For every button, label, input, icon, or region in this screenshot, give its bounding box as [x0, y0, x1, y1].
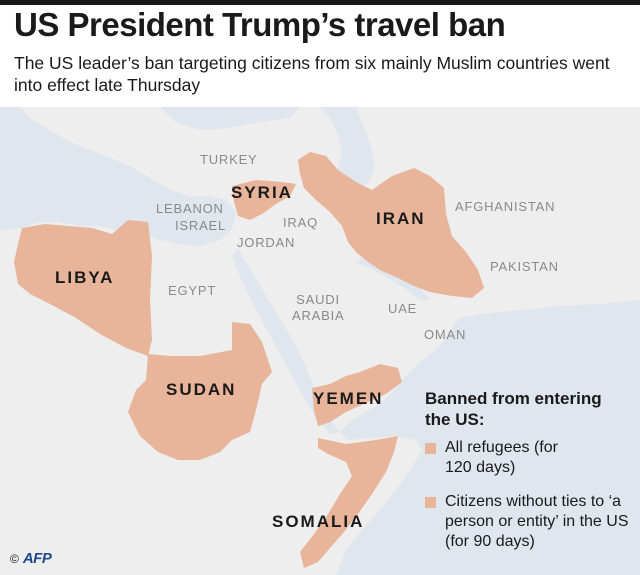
- copyright-symbol: ©: [10, 551, 19, 566]
- label-uae: UAE: [388, 301, 418, 316]
- persian-gulf: [356, 256, 430, 300]
- legend-title: Banned from entering the US:: [425, 389, 602, 429]
- label-pakistan: PAKISTAN: [490, 259, 559, 274]
- label-somalia: SOMALIA: [272, 512, 365, 531]
- country-shape-libya: [14, 220, 152, 356]
- label-turkey: TURKEY: [200, 152, 258, 167]
- country-shape-somalia: [300, 436, 398, 568]
- black-sea: [160, 107, 300, 130]
- country-shape-yemen: [312, 364, 402, 426]
- page-subtitle: The US leader’s ban targeting citizens f…: [14, 53, 610, 95]
- legend-label: Citizens without ties to ‘a person or en…: [445, 493, 629, 550]
- label-yemen: YEMEN: [313, 389, 384, 408]
- credit: © AFP: [10, 550, 52, 567]
- label-sudan: SUDAN: [166, 380, 237, 399]
- label-egypt: EGYPT: [168, 283, 217, 298]
- top-rule: [0, 0, 640, 5]
- label-oman: OMAN: [424, 327, 467, 342]
- arabian-sea: [336, 300, 640, 575]
- legend-swatch: [425, 497, 436, 508]
- country-shape-iran: [298, 152, 484, 298]
- page-title: US President Trump’s travel ban: [14, 6, 506, 43]
- country-shape-sudan: [128, 322, 272, 460]
- map: [0, 107, 640, 575]
- label-lebanon: LEBANON: [156, 201, 224, 216]
- label-syria: SYRIA: [231, 183, 293, 202]
- legend-swatch: [425, 443, 436, 454]
- mediterranean-sea: [0, 107, 236, 246]
- country-shape-syria: [232, 180, 296, 220]
- afp-logo: AFP: [22, 550, 52, 567]
- legend-label: All refugees (for 120 days): [445, 439, 558, 476]
- label-libya: LIBYA: [55, 268, 115, 287]
- red-sea: [232, 248, 340, 434]
- label-iran: IRAN: [376, 209, 426, 228]
- label-afghanistan: AFGHANISTAN: [455, 199, 556, 214]
- label-jordan: JORDAN: [237, 235, 296, 250]
- label-saudi-arabia: SAUDI ARABIA: [292, 292, 345, 323]
- caspian-sea: [320, 107, 375, 190]
- label-israel: ISRAEL: [175, 218, 227, 233]
- label-iraq: IRAQ: [283, 215, 318, 230]
